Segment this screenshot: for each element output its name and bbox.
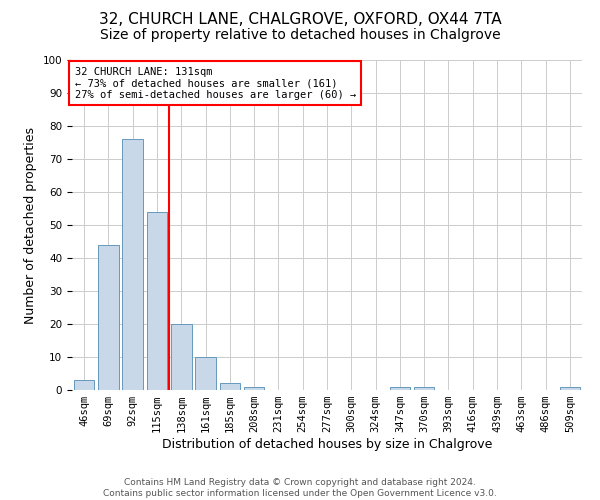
Bar <box>560 386 580 390</box>
Bar <box>74 380 94 390</box>
Bar <box>146 212 167 390</box>
Text: 32 CHURCH LANE: 131sqm
← 73% of detached houses are smaller (161)
27% of semi-de: 32 CHURCH LANE: 131sqm ← 73% of detached… <box>74 66 356 100</box>
Bar <box>414 386 434 390</box>
Text: Size of property relative to detached houses in Chalgrove: Size of property relative to detached ho… <box>100 28 500 42</box>
Bar <box>122 139 143 390</box>
Bar <box>98 245 119 390</box>
Bar <box>171 324 191 390</box>
Bar <box>220 384 240 390</box>
Y-axis label: Number of detached properties: Number of detached properties <box>24 126 37 324</box>
Bar <box>389 386 410 390</box>
Bar <box>244 386 265 390</box>
Bar <box>195 357 216 390</box>
Text: Contains HM Land Registry data © Crown copyright and database right 2024.
Contai: Contains HM Land Registry data © Crown c… <box>103 478 497 498</box>
Text: 32, CHURCH LANE, CHALGROVE, OXFORD, OX44 7TA: 32, CHURCH LANE, CHALGROVE, OXFORD, OX44… <box>98 12 502 28</box>
X-axis label: Distribution of detached houses by size in Chalgrove: Distribution of detached houses by size … <box>162 438 492 451</box>
